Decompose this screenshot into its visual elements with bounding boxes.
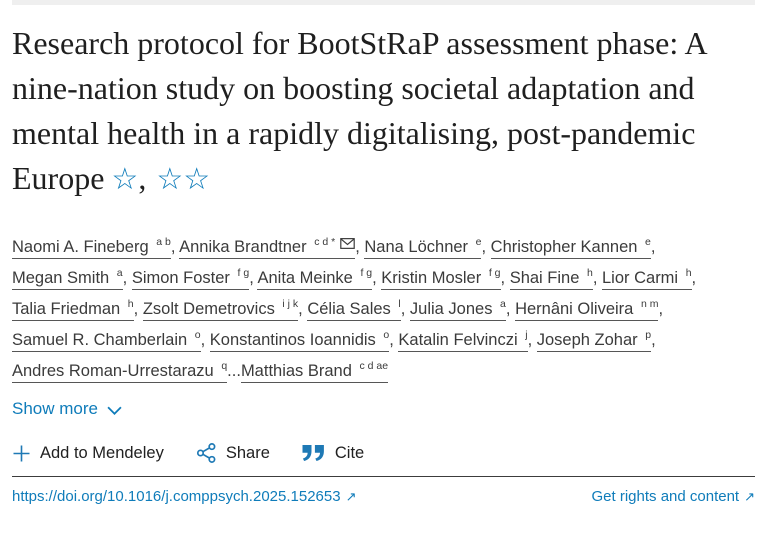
share-button[interactable]: Share: [196, 443, 270, 463]
author-separator: ,: [249, 269, 258, 287]
cite-label: Cite: [334, 443, 365, 462]
author-affiliation-superscript: i j k: [282, 297, 299, 310]
author-list: Naomi A. Fineberg a b, Annika Brandtner …: [12, 232, 755, 387]
divider: [12, 476, 755, 477]
author-link[interactable]: Joseph Zohar p: [536, 328, 652, 352]
author-link[interactable]: Naomi A. Fineberg a b: [12, 235, 171, 259]
author-affiliation-superscript: o: [194, 328, 201, 341]
external-link-icon: ↗: [744, 488, 755, 504]
footnote-double-star-link[interactable]: ☆☆: [156, 163, 211, 196]
top-strip: [12, 0, 755, 5]
author-affiliation-superscript: h: [586, 266, 593, 279]
author-separator: ,: [481, 238, 491, 256]
email-envelope-icon: [340, 238, 356, 249]
author-affiliation-superscript: l: [398, 297, 401, 310]
author-separator: ,: [389, 331, 399, 349]
get-rights-label: Get rights and content: [591, 488, 740, 505]
action-bar: Add to Mendeley Share Cite: [12, 443, 755, 463]
share-icon: [196, 443, 216, 463]
footnote-star-link[interactable]: ☆: [111, 163, 139, 196]
quote-icon: [302, 445, 324, 461]
add-to-mendeley-label: Add to Mendeley: [40, 443, 164, 462]
author-separator: ,: [650, 238, 656, 256]
doi-link-text: https://doi.org/10.1016/j.comppsych.2025…: [12, 488, 341, 505]
author-affiliation-superscript: p: [645, 328, 652, 341]
author-link[interactable]: Christopher Kannen e: [490, 235, 651, 259]
external-link-icon: ↗: [345, 488, 357, 504]
author-affiliation-superscript: a: [500, 297, 506, 310]
show-more-button[interactable]: Show more: [12, 399, 122, 419]
author-link[interactable]: Lior Carmi h: [602, 266, 692, 290]
author-separator: ,: [133, 300, 143, 318]
author-affiliation-superscript: c d ae: [359, 359, 389, 372]
share-label: Share: [225, 443, 270, 462]
author-link[interactable]: Konstantinos Ioannidis o: [209, 328, 390, 352]
chevron-down-icon: [107, 406, 122, 415]
author-link[interactable]: Katalin Felvinczi j: [398, 328, 528, 352]
author-link[interactable]: Anita Meinke f g: [257, 266, 373, 290]
author-link[interactable]: Simon Foster f g: [131, 266, 250, 290]
author-link[interactable]: Nana Löchner e: [364, 235, 482, 259]
author-separator: ,: [658, 300, 664, 318]
author-link[interactable]: Megan Smith a: [12, 266, 123, 290]
author-affiliation-superscript: f g: [237, 266, 250, 279]
plus-icon: [13, 445, 30, 461]
author-link[interactable]: Zsolt Demetrovics i j k: [142, 297, 299, 321]
author-separator: ,: [170, 238, 180, 256]
author-separator: ,: [505, 300, 516, 318]
show-more-label: Show more: [12, 399, 98, 418]
author-link[interactable]: Shai Fine h: [509, 266, 593, 290]
footer-bar: https://doi.org/10.1016/j.comppsych.2025…: [12, 488, 755, 505]
author-affiliation-superscript: h: [685, 266, 692, 279]
author-affiliation-superscript: a: [116, 266, 123, 279]
author-link[interactable]: Andres Roman-Urrestarazu q: [12, 359, 228, 383]
footnote-separator: ,: [138, 160, 155, 196]
cite-button[interactable]: Cite: [302, 444, 364, 463]
author-link[interactable]: Annika Brandtner c d *: [179, 235, 356, 259]
author-link[interactable]: Julia Jones a: [409, 297, 506, 321]
author-affiliation-superscript: e: [645, 235, 651, 248]
author-separator: ...: [227, 362, 241, 380]
author-affiliation-superscript: f g: [360, 266, 373, 279]
author-separator: ,: [355, 238, 365, 256]
article-title: Research protocol for BootStRaP assessme…: [12, 21, 755, 202]
author-separator: ,: [527, 331, 537, 349]
author-separator: ,: [400, 300, 410, 318]
author-link[interactable]: Matthias Brand c d ae: [240, 359, 389, 383]
author-separator: ,: [691, 269, 697, 287]
author-affiliation-superscript: q: [221, 359, 228, 372]
author-separator: ,: [592, 269, 602, 287]
author-affiliation-superscript: o: [383, 328, 390, 341]
author-separator: ,: [372, 269, 382, 287]
author-separator: ,: [651, 331, 656, 349]
author-link[interactable]: Hernâni Oliveira n m: [515, 297, 659, 321]
author-affiliation-superscript: n m: [640, 297, 659, 310]
author-separator: ,: [500, 269, 510, 287]
author-link[interactable]: Talia Friedman h: [12, 297, 134, 321]
author-affiliation-superscript: f g: [488, 266, 501, 279]
author-link[interactable]: Célia Sales l: [307, 297, 401, 321]
doi-link[interactable]: https://doi.org/10.1016/j.comppsych.2025…: [12, 488, 356, 505]
article-title-text: Research protocol for BootStRaP assessme…: [12, 25, 706, 196]
author-affiliation-superscript: c d *: [314, 235, 336, 248]
author-affiliation-superscript: h: [127, 297, 134, 310]
author-affiliation-superscript: e: [475, 235, 482, 248]
author-link[interactable]: Kristin Mosler f g: [381, 266, 501, 290]
author-separator: ,: [122, 269, 132, 287]
author-separator: ,: [298, 300, 308, 318]
author-affiliation-superscript: a b: [156, 235, 171, 248]
author-affiliation-superscript: j: [525, 328, 528, 341]
author-separator: ,: [200, 331, 210, 349]
add-to-mendeley-button[interactable]: Add to Mendeley: [12, 444, 164, 463]
get-rights-link[interactable]: Get rights and content ↗: [592, 488, 756, 505]
article-header-page: Research protocol for BootStRaP assessme…: [12, 0, 755, 505]
author-link[interactable]: Samuel R. Chamberlain o: [12, 328, 201, 352]
